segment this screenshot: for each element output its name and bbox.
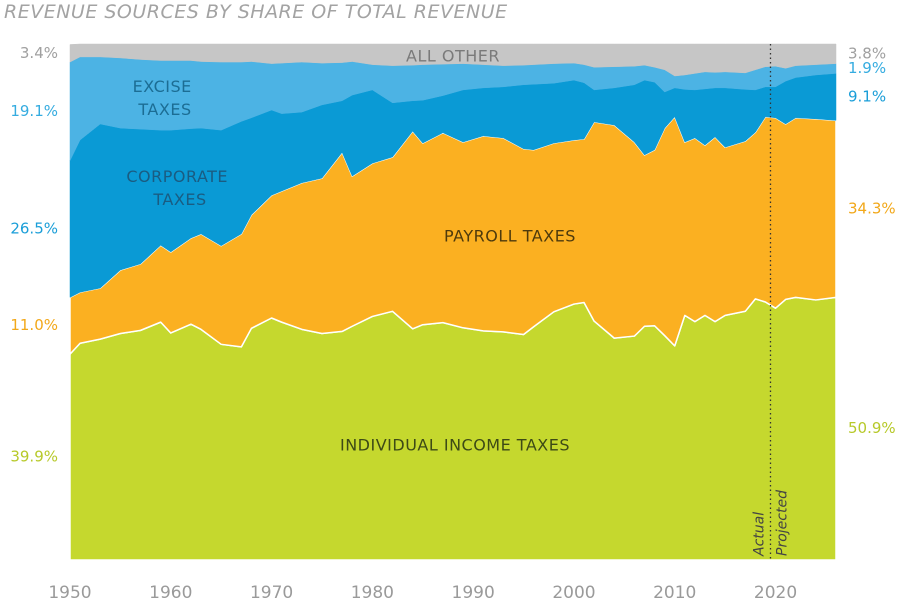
area: [69, 296, 837, 561]
x-tick-label: 1970: [250, 583, 293, 603]
edge-value-label: 50.9%: [848, 419, 896, 437]
series-label: ALL OTHER: [406, 47, 500, 66]
x-tick-label: 2010: [653, 583, 696, 603]
x-tick-label: 1960: [149, 583, 192, 603]
edge-value-label: 3.8%: [848, 44, 886, 62]
divider-left-text: Actual: [751, 512, 767, 557]
edge-value-label: 9.1%: [848, 87, 886, 105]
series-label: EXCISE TAXES: [133, 77, 198, 119]
edge-value-label: 34.3%: [848, 199, 896, 217]
x-tick-label: 1990: [452, 583, 495, 603]
edge-value-label: 11.0%: [10, 316, 58, 334]
edge-value-label: 26.5%: [10, 219, 58, 237]
x-tick-label: 1980: [351, 583, 394, 603]
divider-right-text: Projected: [774, 490, 790, 556]
edge-value-label: 1.9%: [848, 59, 886, 77]
edge-value-label: 19.1%: [10, 102, 58, 120]
series-label: CORPORATE TAXES: [126, 167, 233, 209]
x-tick-label: 2020: [754, 583, 797, 603]
area: [69, 43, 837, 77]
edge-value-label: 3.4%: [20, 44, 58, 62]
series-label: INDIVIDUAL INCOME TAXES: [340, 436, 570, 455]
series-label: PAYROLL TAXES: [444, 227, 576, 246]
chart-title: REVENUE SOURCES BY SHARE OF TOTAL REVENU…: [4, 1, 508, 23]
x-tick-label: 1950: [48, 583, 91, 603]
edge-value-label: 39.9%: [10, 448, 58, 466]
x-tick-label: 2000: [552, 583, 595, 603]
